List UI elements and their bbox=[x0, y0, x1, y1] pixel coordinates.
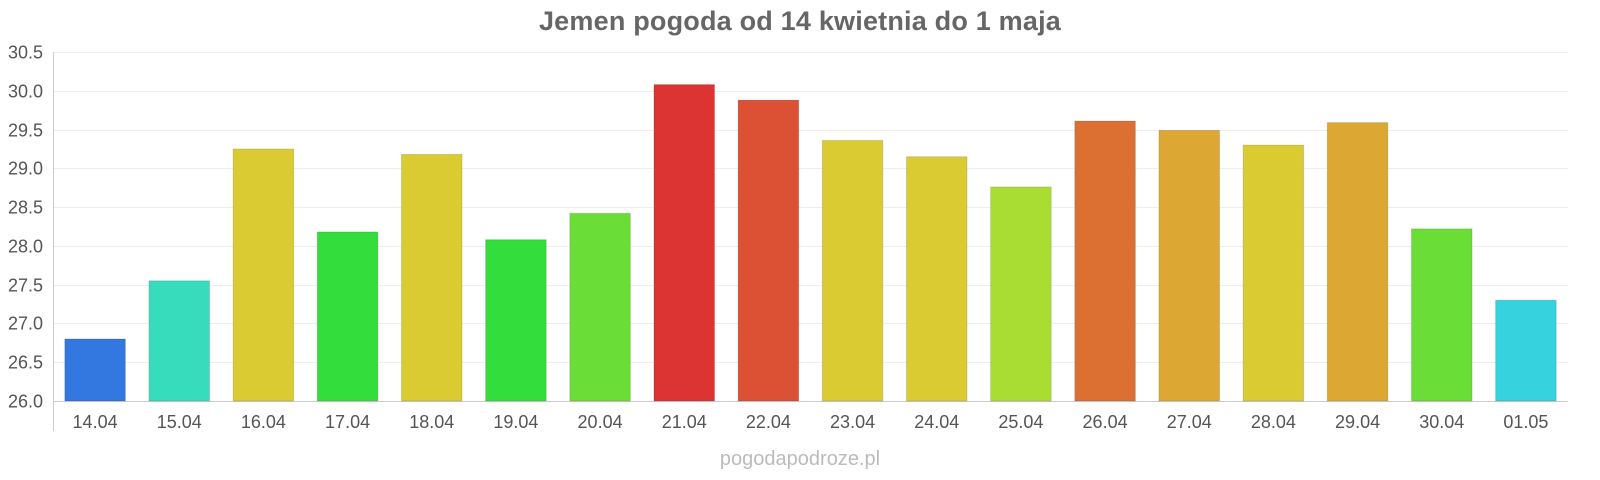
y-tick-label: 28.0 bbox=[8, 237, 43, 257]
bar-18.04: 18.04: 29.18 bbox=[400, 153, 463, 402]
bar-14.04: 14.04: 26.8 bbox=[64, 338, 126, 402]
bar-24.04: 24.04: 29.15 bbox=[905, 156, 968, 402]
x-tick-label: 17.04 bbox=[325, 412, 370, 432]
x-tick-label: 15.04 bbox=[157, 412, 202, 432]
bar-16.04: 16.04: 29.25 bbox=[232, 148, 295, 402]
bar-20.04: 20.04: 28.42 bbox=[569, 212, 631, 402]
x-axis-ticks: 14.04 15.04 16.04 17.04 18.04 19.04 20.04 21.04… bbox=[73, 412, 1549, 432]
y-tick-label: 27.5 bbox=[8, 276, 43, 296]
bars: 14.04: 26.8 15.04: 27.55 16.04: 29.25 17.04… bbox=[64, 84, 1557, 402]
x-tick-label: 29.04 bbox=[1335, 412, 1380, 432]
x-tick-label: 16.04 bbox=[241, 412, 286, 432]
x-tick-label: 14.04 bbox=[73, 412, 118, 432]
x-tick-label: 22.04 bbox=[746, 412, 791, 432]
x-tick-label: 18.04 bbox=[409, 412, 454, 432]
y-tick-label: 26.0 bbox=[8, 392, 43, 412]
bar-19.04: 19.04: 28.08 bbox=[485, 239, 547, 402]
x-tick-label: 24.04 bbox=[914, 412, 959, 432]
y-tick-label: 29.5 bbox=[8, 121, 43, 141]
bar-26.04: 26.04: 29.61 bbox=[1074, 120, 1136, 402]
bar-30.04: 30.04: 28.22 bbox=[1410, 228, 1473, 402]
x-tick-label: 21.04 bbox=[662, 412, 707, 432]
watermark: pogodapodroze.pl bbox=[719, 448, 881, 470]
y-tick-label: 30.0 bbox=[8, 82, 43, 102]
x-tick-label: 25.04 bbox=[998, 412, 1043, 432]
x-tick-label: 26.04 bbox=[1083, 412, 1128, 432]
axes bbox=[53, 52, 1568, 431]
y-tick-label: 27.0 bbox=[8, 314, 43, 334]
bar-22.04: 22.04: 29.88 bbox=[737, 99, 800, 402]
bar-25.04: 25.04: 28.76 bbox=[990, 186, 1052, 402]
bar-23.04: 23.04: 29.36 bbox=[821, 139, 884, 402]
y-axis-ticks: 26.0 26.5 27.0 27.5 28.0 28.5 29.0 29.5 30.0 30.5 bbox=[8, 43, 43, 412]
y-tick-label: 28.5 bbox=[8, 198, 43, 218]
x-tick-label: 20.04 bbox=[578, 412, 623, 432]
y-tick-label: 29.0 bbox=[8, 159, 43, 179]
x-tick-label: 28.04 bbox=[1251, 412, 1296, 432]
x-tick-label: 01.05 bbox=[1503, 412, 1548, 432]
bar-28.04: 28.04: 29.3 bbox=[1242, 144, 1305, 402]
grid-lines bbox=[53, 52, 1568, 363]
y-tick-label: 26.5 bbox=[8, 353, 43, 373]
chart-title: Jemen pogoda od 14 kwietnia do 1 maja bbox=[538, 6, 1062, 36]
bar-01.05: 01.05: 27.3 bbox=[1495, 299, 1557, 402]
x-tick-label: 30.04 bbox=[1419, 412, 1464, 432]
x-tick-label: 27.04 bbox=[1167, 412, 1212, 432]
bar-27.04: 27.04: 29.49 bbox=[1158, 129, 1221, 402]
bar-21.04: 21.04: 30.08 bbox=[653, 84, 716, 402]
x-tick-label: 23.04 bbox=[830, 412, 875, 432]
bar-29.04: 29.04: 29.59 bbox=[1326, 122, 1389, 402]
bar-15.04: 15.04: 27.55 bbox=[148, 280, 211, 402]
y-tick-label: 30.5 bbox=[8, 43, 43, 63]
bar-17.04: 17.04: 28.18 bbox=[316, 231, 379, 402]
x-tick-label: 19.04 bbox=[493, 412, 538, 432]
